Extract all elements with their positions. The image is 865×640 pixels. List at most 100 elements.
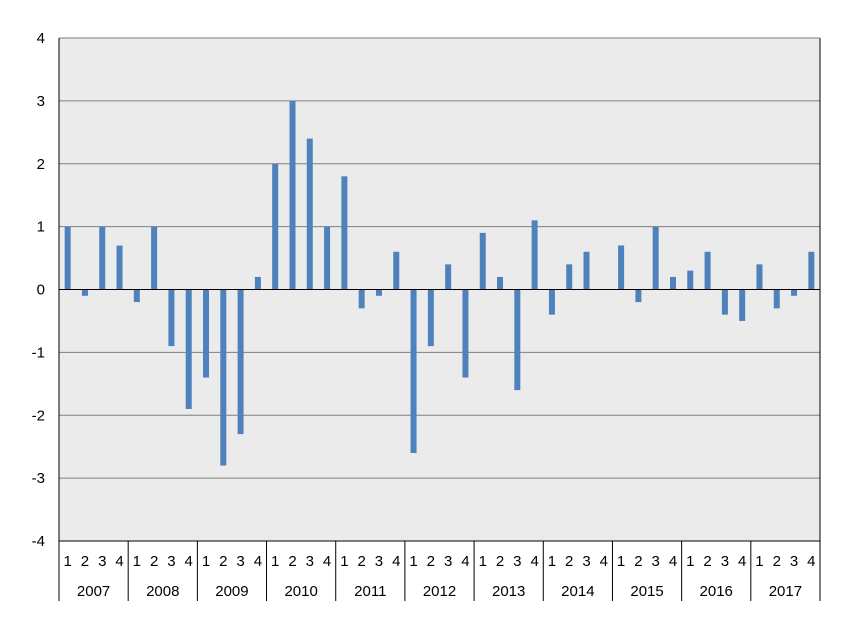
bar <box>687 270 694 290</box>
bar <box>445 264 452 290</box>
quarter-label: 1 <box>133 553 141 570</box>
y-tick-label: 1 <box>37 219 45 236</box>
y-tick-label: -1 <box>32 344 45 361</box>
bar <box>773 289 780 309</box>
bar <box>133 289 140 303</box>
y-tick-label: -3 <box>32 470 45 487</box>
quarter-label: 1 <box>617 553 625 570</box>
bar <box>99 226 106 290</box>
bar <box>254 276 261 290</box>
bar <box>324 226 331 290</box>
bar <box>168 289 175 347</box>
quarter-label: 2 <box>357 553 365 570</box>
bar <box>756 264 763 290</box>
bar <box>531 220 538 290</box>
quarter-label: 2 <box>150 553 158 570</box>
quarter-label: 4 <box>254 553 262 570</box>
year-label: 2010 <box>284 583 317 600</box>
bars <box>64 100 815 466</box>
quarter-label: 3 <box>306 553 314 570</box>
bar <box>721 289 728 315</box>
bar <box>808 251 815 290</box>
year-label: 2016 <box>700 583 733 600</box>
quarter-label: 3 <box>444 553 452 570</box>
quarter-label: 3 <box>167 553 175 570</box>
y-tick-label: -2 <box>32 407 45 424</box>
quarter-label: 3 <box>721 553 729 570</box>
quarter-label: 1 <box>340 553 348 570</box>
quarter-label: 1 <box>755 553 763 570</box>
bar <box>289 100 296 290</box>
y-tick-label: 2 <box>37 156 45 173</box>
quarter-label: 4 <box>600 553 608 570</box>
bar <box>479 232 486 290</box>
quarter-label: 3 <box>652 553 660 570</box>
quarter-label: 2 <box>703 553 711 570</box>
bar <box>635 289 642 303</box>
quarter-label: 4 <box>807 553 815 570</box>
bar <box>548 289 555 315</box>
bar <box>427 289 434 347</box>
year-label: 2011 <box>354 583 386 600</box>
quarter-label: 2 <box>565 553 573 570</box>
bar <box>514 289 521 391</box>
year-label: 2017 <box>769 583 802 600</box>
quarter-label: 4 <box>392 553 400 570</box>
year-label: 2008 <box>146 583 179 600</box>
quarter-label: 2 <box>496 553 504 570</box>
quarter-label: 1 <box>271 553 279 570</box>
quarter-label: 2 <box>81 553 89 570</box>
bar <box>618 245 625 290</box>
bar <box>375 289 382 296</box>
bar <box>220 289 227 466</box>
year-label: 2015 <box>630 583 663 600</box>
y-tick-label: 0 <box>37 282 45 299</box>
bar <box>497 276 504 290</box>
bar <box>410 289 417 453</box>
quarter-label: 1 <box>479 553 487 570</box>
bar <box>566 264 573 290</box>
quarter-label: 3 <box>98 553 106 570</box>
quarter-label: 3 <box>790 553 798 570</box>
quarter-label: 4 <box>115 553 123 570</box>
quarter-label: 2 <box>427 553 435 570</box>
bar <box>237 289 244 435</box>
quarter-label: 4 <box>461 553 469 570</box>
bar <box>341 176 348 290</box>
quarter-label: 4 <box>669 553 677 570</box>
quarter-label: 2 <box>219 553 227 570</box>
bar <box>791 289 798 296</box>
y-tick-label: -4 <box>32 533 45 550</box>
y-tick-labels: -4 -3 -2 -1 0 1 2 3 4 <box>32 30 45 550</box>
y-tick-label: 4 <box>37 30 45 47</box>
bar <box>358 289 365 309</box>
year-label: 2007 <box>77 583 110 600</box>
quarter-label: 1 <box>63 553 71 570</box>
bar <box>272 163 279 290</box>
quarter-label: 4 <box>185 553 193 570</box>
bar <box>81 289 88 296</box>
bar <box>151 226 158 290</box>
bar <box>652 226 659 290</box>
quarter-label: 1 <box>202 553 210 570</box>
bar <box>669 276 676 290</box>
quarter-label: 4 <box>530 553 538 570</box>
bar <box>306 138 313 290</box>
y-tick-label: 3 <box>37 93 45 110</box>
quarter-label: 2 <box>634 553 642 570</box>
bar <box>185 289 192 409</box>
bar <box>583 251 590 290</box>
year-label: 2012 <box>423 583 456 600</box>
axes <box>58 38 821 601</box>
bar <box>393 251 400 290</box>
quarter-label: 1 <box>686 553 694 570</box>
quarter-label: 3 <box>582 553 590 570</box>
bar <box>64 226 71 290</box>
year-label: 2014 <box>561 583 594 600</box>
quarter-label: 4 <box>738 553 746 570</box>
quarter-label: 4 <box>323 553 331 570</box>
quarter-label: 1 <box>548 553 556 570</box>
bar <box>462 289 469 378</box>
